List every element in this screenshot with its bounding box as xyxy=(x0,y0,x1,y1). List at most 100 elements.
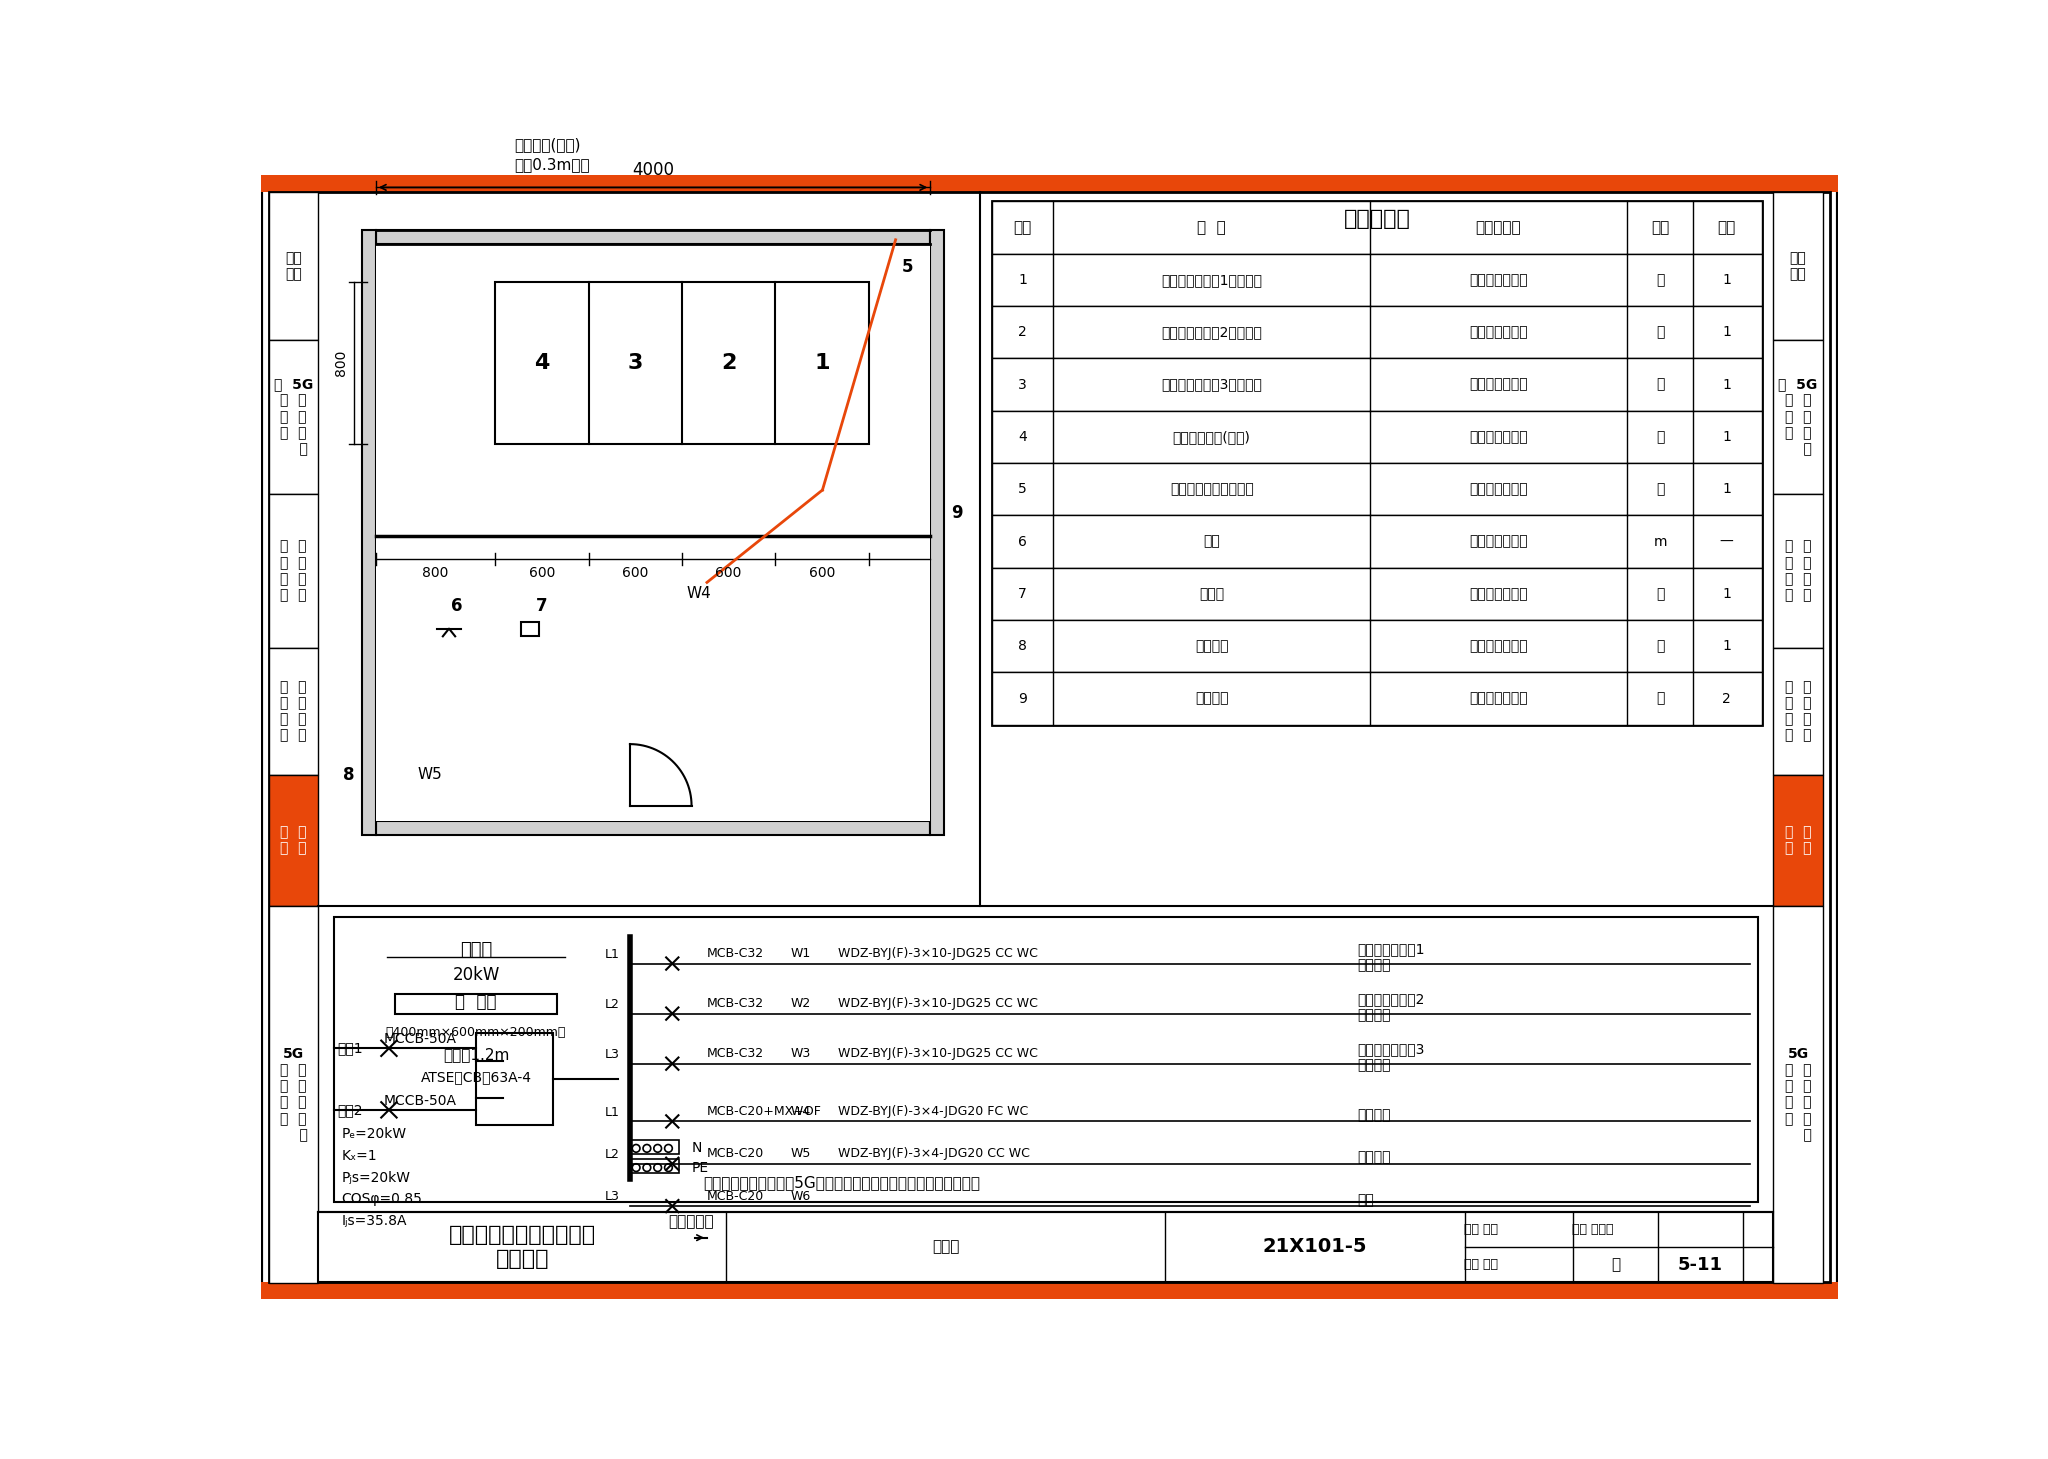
Text: 5: 5 xyxy=(901,258,913,276)
Text: 设  建
施  筑
施  配
工  套: 设 建 施 筑 施 配 工 套 xyxy=(281,680,307,743)
Text: MCCB-50A: MCCB-50A xyxy=(383,1032,457,1046)
Text: 电信业务经营者2
机柜电源: 电信业务经营者2 机柜电源 xyxy=(1358,992,1425,1023)
Text: 示  工
例  程: 示 工 例 程 xyxy=(281,826,307,855)
Text: L2: L2 xyxy=(604,998,618,1011)
Text: 7: 7 xyxy=(1018,587,1026,601)
Text: W4: W4 xyxy=(686,587,711,601)
Bar xyxy=(268,648,317,775)
Text: 市电1: 市电1 xyxy=(338,1042,362,1055)
Text: 4: 4 xyxy=(1018,430,1026,444)
Bar xyxy=(991,620,1761,673)
Text: 电信业务经营者1通信机柜: 电信业务经营者1通信机柜 xyxy=(1161,273,1262,287)
Text: Iⱼs=35.8A: Iⱼs=35.8A xyxy=(342,1214,408,1227)
Bar xyxy=(930,229,944,835)
Text: 9: 9 xyxy=(1018,692,1028,706)
Bar xyxy=(631,1139,680,1154)
Text: 页: 页 xyxy=(1612,1258,1620,1272)
Text: 2: 2 xyxy=(721,353,737,374)
Bar xyxy=(377,244,930,821)
Text: MCB-C32: MCB-C32 xyxy=(707,947,764,960)
Text: 600: 600 xyxy=(715,566,741,581)
Text: 配电箱: 配电箱 xyxy=(1200,587,1225,601)
Text: WDZ-BYJ(F)-3×4-JDG20 CC WC: WDZ-BYJ(F)-3×4-JDG20 CC WC xyxy=(838,1147,1030,1160)
Text: MCCB-50A: MCCB-50A xyxy=(383,1094,457,1107)
Text: 电涌保护器: 电涌保护器 xyxy=(670,1214,715,1228)
Text: L1: L1 xyxy=(604,1106,618,1119)
Text: 辅助等电位联结端子板: 辅助等电位联结端子板 xyxy=(1169,483,1253,496)
Text: W5: W5 xyxy=(791,1147,811,1160)
Text: 示  工
例  程: 示 工 例 程 xyxy=(1784,826,1810,855)
Text: 1: 1 xyxy=(1722,430,1731,444)
Bar xyxy=(1774,775,1823,906)
Text: 由工程设计确定: 由工程设计确定 xyxy=(1468,273,1528,287)
Text: 槽盒: 槽盒 xyxy=(1204,534,1221,549)
Text: 符术
号语: 符术 号语 xyxy=(285,251,301,282)
Text: m: m xyxy=(1653,534,1667,549)
Text: 由工程设计确定: 由工程设计确定 xyxy=(1468,378,1528,391)
Text: N: N xyxy=(692,1141,702,1156)
Text: —: — xyxy=(1720,534,1733,549)
Bar xyxy=(268,775,317,906)
Text: 800: 800 xyxy=(422,566,449,581)
Text: 8: 8 xyxy=(1018,639,1028,654)
Text: 21X101-5: 21X101-5 xyxy=(1264,1237,1368,1256)
Text: 电信业务经营者1
机柜电源: 电信业务经营者1 机柜电源 xyxy=(1358,943,1425,973)
Text: MCB-C20: MCB-C20 xyxy=(707,1147,764,1160)
Text: 编号: 编号 xyxy=(1014,220,1032,235)
Text: 设  建
施  筑
设  配
计  套: 设 建 施 筑 设 配 计 套 xyxy=(1784,540,1810,603)
Text: WDZ-BYJ(F)-3×10-JDG25 CC WC: WDZ-BYJ(F)-3×10-JDG25 CC WC xyxy=(838,1048,1038,1061)
Bar xyxy=(991,306,1761,359)
Text: 3: 3 xyxy=(627,353,643,374)
Text: MCB-C20: MCB-C20 xyxy=(707,1189,764,1202)
Text: 台: 台 xyxy=(1657,587,1665,601)
Text: 个: 个 xyxy=(1657,325,1665,338)
Text: 4: 4 xyxy=(535,353,549,374)
Text: L2: L2 xyxy=(604,1148,618,1161)
Text: W2: W2 xyxy=(791,996,811,1010)
Text: 5-11: 5-11 xyxy=(1677,1256,1722,1274)
Bar xyxy=(1774,648,1823,775)
Text: 空调插座: 空调插座 xyxy=(1194,639,1229,654)
Bar xyxy=(672,1234,696,1249)
Text: 600: 600 xyxy=(528,566,555,581)
Text: 配电箱: 配电箱 xyxy=(461,941,492,959)
Bar xyxy=(377,229,930,244)
Text: 检修插座(余同): 检修插座(余同) xyxy=(514,137,582,153)
Bar xyxy=(268,340,317,493)
Text: 图集号: 图集号 xyxy=(932,1239,958,1255)
Text: 600: 600 xyxy=(623,566,649,581)
Text: 600: 600 xyxy=(809,566,836,581)
Text: WDZ-BYJ(F)-3×10-JDG25 CC WC: WDZ-BYJ(F)-3×10-JDG25 CC WC xyxy=(838,947,1038,960)
Text: 5: 5 xyxy=(1018,483,1026,496)
Text: L1: L1 xyxy=(604,948,618,961)
Text: Pⱼs=20kW: Pⱼs=20kW xyxy=(342,1170,410,1185)
Bar xyxy=(317,1212,1774,1281)
Bar xyxy=(262,175,1839,193)
Bar xyxy=(475,1033,553,1125)
Text: 1: 1 xyxy=(1018,273,1028,287)
Text: 预留通信机柜(位置): 预留通信机柜(位置) xyxy=(1174,430,1251,444)
Text: 数量: 数量 xyxy=(1718,220,1735,235)
Text: L3: L3 xyxy=(604,1048,618,1061)
Text: 电信业务经营者3
机柜电源: 电信业务经营者3 机柜电源 xyxy=(1358,1042,1425,1072)
Text: 20kW: 20kW xyxy=(453,966,500,985)
Text: 设计 张卓鹏: 设计 张卓鹏 xyxy=(1571,1224,1614,1236)
Text: 5G
边  网
缘  络
计  多
算  接
    入: 5G 边 网 缘 络 计 多 算 接 入 xyxy=(279,1048,307,1142)
Bar xyxy=(334,918,1757,1202)
Bar xyxy=(262,1281,1839,1299)
Text: 6: 6 xyxy=(451,597,463,614)
Text: 3: 3 xyxy=(1018,378,1026,391)
Text: 1: 1 xyxy=(1722,273,1731,287)
Text: Pₑ=20kW: Pₑ=20kW xyxy=(342,1128,406,1141)
Text: 市电2: 市电2 xyxy=(338,1103,362,1116)
Text: ATSE（CB）63A-4: ATSE（CB）63A-4 xyxy=(420,1071,530,1084)
Text: 1: 1 xyxy=(1722,378,1731,391)
Bar xyxy=(991,673,1761,725)
Text: 由工程设计确定: 由工程设计确定 xyxy=(1468,692,1528,706)
Bar xyxy=(991,515,1761,568)
Text: 个: 个 xyxy=(1657,273,1665,287)
Text: 注：本工程通信设备、5G电池和电源模块集中布放在通信机柜里。: 注：本工程通信设备、5G电池和电源模块集中布放在通信机柜里。 xyxy=(702,1176,981,1191)
Text: W3: W3 xyxy=(791,1048,811,1061)
Text: 个: 个 xyxy=(1657,692,1665,706)
Text: 名  称: 名 称 xyxy=(1198,220,1227,235)
